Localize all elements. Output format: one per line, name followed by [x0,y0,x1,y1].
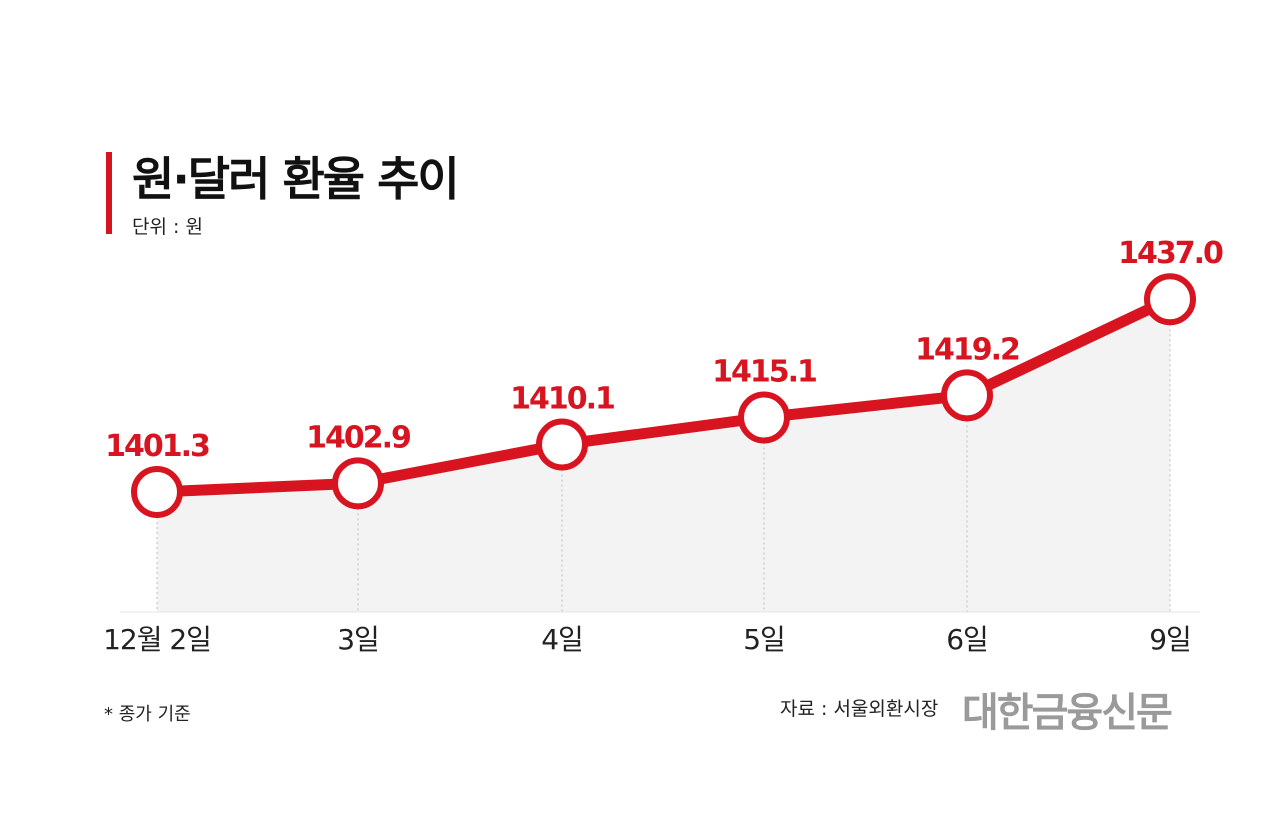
x-tick-label: 6일 [946,623,988,656]
data-point [738,391,790,444]
unit-label: 단위 : 원 [132,216,203,238]
title-accent-bar [106,152,112,234]
data-point [131,465,183,518]
chart-title: 원·달러 환율 추이 [132,152,460,206]
x-tick-label: 9일 [1149,623,1191,656]
data-point [332,457,384,510]
x-tick-label: 4일 [541,623,583,656]
data-label: 1401.3 [105,429,209,464]
footnote: * 종가 기준 [104,704,191,725]
data-point [941,369,993,422]
area-fill [157,299,1170,612]
x-tick-label: 12월 2일 [103,623,211,656]
data-point [1144,273,1196,326]
data-point [536,418,588,471]
x-tick-label: 3일 [337,623,379,656]
series-line [151,293,1176,498]
data-label: 1415.1 [712,354,816,389]
data-label: 1402.9 [306,420,410,455]
x-tick-label: 5일 [743,623,785,656]
source-label: 자료 : 서울외환시장 [780,698,939,720]
data-label: 1437.0 [1118,236,1223,271]
data-label: 1419.2 [915,332,1019,367]
data-label: 1410.1 [510,381,614,416]
brand-logo: 대한금융신문 [962,690,1173,736]
